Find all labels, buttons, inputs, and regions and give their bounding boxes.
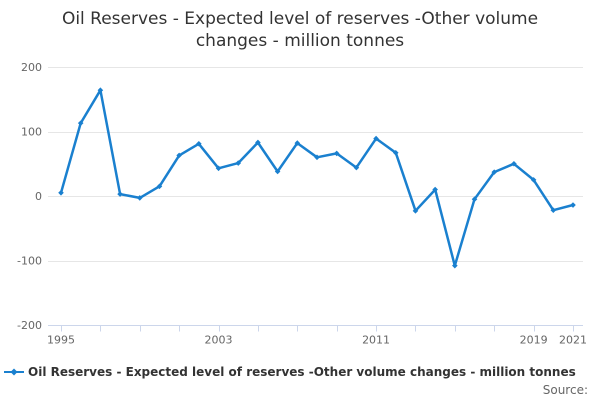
data-point-marker[interactable] [294, 140, 301, 146]
data-point-marker[interactable] [255, 139, 261, 146]
data-point-marker[interactable] [314, 154, 320, 161]
y-axis-label: 100 [21, 126, 42, 139]
data-point-marker[interactable] [491, 169, 498, 175]
data-point-marker[interactable] [452, 262, 458, 269]
data-point-marker[interactable] [176, 152, 182, 159]
data-point-marker[interactable] [117, 191, 123, 197]
y-axis-label: 0 [35, 190, 42, 203]
data-point-marker[interactable] [58, 189, 64, 196]
legend-item-label: Oil Reserves - Expected level of reserve… [28, 364, 576, 379]
series-line [59, 88, 575, 267]
data-point-marker[interactable] [471, 196, 478, 203]
data-point-marker[interactable] [77, 120, 84, 126]
data-point-marker[interactable] [392, 149, 399, 156]
x-axis-label: 2003 [205, 334, 233, 347]
data-point-marker[interactable] [530, 177, 537, 183]
chart-title: Oil Reserves - Expected level of reserve… [61, 9, 539, 52]
data-point-marker[interactable] [373, 135, 379, 142]
y-axis-label: -200 [17, 319, 42, 332]
data-point-marker[interactable] [432, 186, 438, 193]
data-point-marker[interactable] [550, 207, 557, 213]
x-axis-label: 2011 [362, 334, 390, 347]
series-line-marker-icon [4, 368, 24, 375]
legend-item-oil-reserves[interactable]: Oil Reserves - Expected level of reserve… [4, 365, 576, 379]
data-point-marker[interactable] [412, 208, 419, 214]
y-axis-label: -100 [17, 255, 42, 268]
data-point-marker[interactable] [235, 160, 242, 166]
x-axis-label: 1995 [47, 334, 75, 347]
y-axis-label: 200 [21, 61, 42, 74]
data-point-marker[interactable] [570, 202, 576, 208]
x-axis-label: 2021 [559, 334, 587, 347]
source-label: Source: [542, 383, 588, 397]
data-point-marker[interactable] [156, 183, 163, 190]
legend: Oil Reserves - Expected level of reserve… [4, 363, 596, 380]
x-axis-label: 2019 [520, 334, 548, 347]
data-point-marker[interactable] [97, 87, 104, 94]
data-point-marker[interactable] [333, 150, 340, 157]
data-point-marker[interactable] [136, 195, 143, 201]
data-point-marker[interactable] [353, 164, 360, 171]
data-point-marker[interactable] [196, 140, 202, 147]
data-point-marker[interactable] [274, 168, 281, 175]
data-point-marker[interactable] [511, 160, 517, 167]
data-point-marker[interactable] [215, 165, 222, 172]
